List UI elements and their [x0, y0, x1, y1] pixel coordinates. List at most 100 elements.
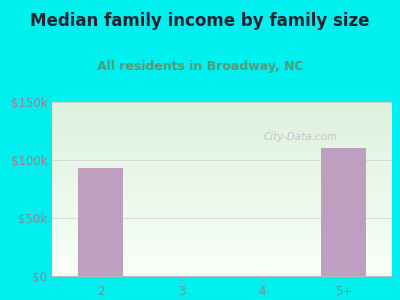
Bar [52, 126, 392, 127]
Bar [52, 269, 392, 270]
Bar [52, 256, 392, 257]
Bar [52, 248, 392, 249]
Bar [52, 249, 392, 250]
Bar [52, 216, 392, 217]
Bar [52, 260, 392, 261]
Bar [52, 111, 392, 112]
Bar [52, 134, 392, 135]
Bar [52, 215, 392, 216]
Bar [52, 186, 392, 187]
Bar [52, 244, 392, 245]
Bar [52, 138, 392, 139]
Bar [52, 189, 392, 190]
Bar [52, 137, 392, 138]
Bar [52, 155, 392, 156]
Bar [52, 201, 392, 202]
Bar [52, 187, 392, 188]
Bar [52, 258, 392, 259]
Bar [52, 175, 392, 176]
Bar [52, 220, 392, 221]
Bar [52, 268, 392, 269]
Bar [52, 212, 392, 213]
Bar [52, 135, 392, 136]
Text: City-Data.com: City-Data.com [263, 132, 337, 142]
Bar [52, 197, 392, 198]
Text: All residents in Broadway, NC: All residents in Broadway, NC [97, 60, 303, 73]
Bar [52, 161, 392, 162]
Bar [52, 224, 392, 225]
Bar [52, 209, 392, 210]
Bar [52, 251, 392, 252]
Bar [52, 208, 392, 209]
Bar [52, 271, 392, 272]
Bar [52, 142, 392, 143]
Bar [52, 180, 392, 181]
Bar [52, 247, 392, 248]
Bar [52, 253, 392, 254]
Bar [52, 176, 392, 177]
Bar [52, 140, 392, 141]
Bar [52, 185, 392, 186]
Bar [52, 144, 392, 145]
Bar [52, 167, 392, 168]
Bar [52, 183, 392, 184]
Bar [52, 207, 392, 208]
Bar [52, 231, 392, 232]
Bar [52, 267, 392, 268]
Bar [52, 228, 392, 229]
Bar [52, 266, 392, 267]
Bar [52, 105, 392, 106]
Bar [52, 151, 392, 152]
Bar [52, 195, 392, 196]
Bar [52, 245, 392, 246]
Bar [52, 182, 392, 183]
Bar [52, 145, 392, 146]
Bar [52, 206, 392, 207]
Bar [52, 219, 392, 220]
Bar [52, 205, 392, 206]
Bar [52, 261, 392, 262]
Bar [52, 131, 392, 132]
Bar [52, 174, 392, 175]
Bar [52, 157, 392, 158]
Bar [52, 125, 392, 126]
Bar [321, 148, 366, 276]
Bar [52, 169, 392, 170]
Bar [52, 242, 392, 243]
Bar [52, 102, 392, 103]
Bar [52, 239, 392, 240]
Bar [52, 120, 392, 121]
Bar [52, 214, 392, 215]
Bar [52, 184, 392, 185]
Bar [52, 177, 392, 178]
Bar [52, 124, 392, 125]
Bar [52, 236, 392, 237]
Bar [52, 146, 392, 147]
Bar [52, 275, 392, 276]
Bar [52, 133, 392, 134]
Bar [52, 113, 392, 114]
Bar [52, 198, 392, 199]
Bar [52, 229, 392, 230]
Bar [52, 272, 392, 273]
Bar [52, 118, 392, 119]
Bar [52, 163, 392, 164]
Bar [52, 243, 392, 244]
Bar [52, 221, 392, 222]
Bar [52, 254, 392, 255]
Bar [52, 129, 392, 130]
Bar [52, 159, 392, 160]
Bar [52, 152, 392, 153]
Bar [52, 173, 392, 174]
Bar [52, 270, 392, 271]
Bar [52, 165, 392, 166]
Bar [52, 264, 392, 265]
Bar [52, 211, 392, 212]
Bar [52, 222, 392, 223]
Bar [52, 128, 392, 129]
Bar [52, 237, 392, 238]
Bar [52, 119, 392, 120]
Bar [52, 121, 392, 122]
Bar [52, 273, 392, 274]
Bar [52, 154, 392, 155]
